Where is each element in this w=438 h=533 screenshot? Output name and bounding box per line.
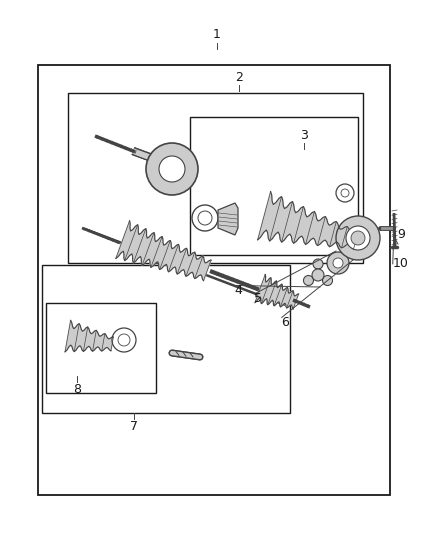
Circle shape (304, 276, 314, 286)
Text: 5: 5 (254, 292, 262, 305)
Circle shape (112, 328, 136, 352)
Text: 3: 3 (300, 130, 308, 142)
Circle shape (159, 156, 185, 182)
Circle shape (336, 216, 380, 260)
Text: 6: 6 (281, 316, 289, 329)
Polygon shape (65, 320, 113, 352)
Bar (38, 65, 390, 495)
Bar (68, 93, 363, 263)
Circle shape (313, 259, 323, 269)
Text: 2: 2 (235, 71, 243, 84)
Circle shape (192, 205, 218, 231)
Bar (42, 265, 290, 413)
Text: 7: 7 (130, 420, 138, 433)
Circle shape (118, 334, 130, 346)
Text: 4: 4 (235, 284, 243, 297)
Circle shape (351, 231, 365, 245)
Bar (46, 303, 156, 393)
Circle shape (146, 143, 198, 195)
Circle shape (346, 226, 370, 250)
Circle shape (336, 184, 354, 202)
Circle shape (341, 189, 349, 197)
Text: 8: 8 (73, 383, 81, 395)
Circle shape (198, 211, 212, 225)
Polygon shape (218, 203, 238, 235)
Bar (190, 117, 358, 255)
Text: 10: 10 (393, 257, 409, 270)
Circle shape (333, 258, 343, 268)
Polygon shape (255, 274, 299, 309)
Circle shape (322, 276, 332, 286)
Circle shape (312, 269, 324, 281)
Polygon shape (258, 191, 358, 249)
Text: 1: 1 (213, 28, 221, 41)
Circle shape (327, 252, 349, 274)
Text: 9: 9 (397, 228, 405, 241)
Polygon shape (116, 221, 211, 281)
